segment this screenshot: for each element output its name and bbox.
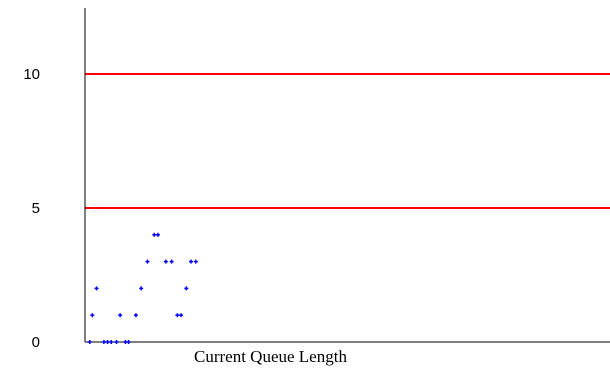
data-point: [179, 313, 183, 317]
data-points: [88, 233, 198, 344]
data-point: [189, 260, 193, 264]
data-point: [194, 260, 198, 264]
data-point: [90, 313, 94, 317]
data-point: [145, 260, 149, 264]
data-point: [170, 260, 174, 264]
y-tick-label-5: 5: [32, 200, 40, 217]
data-point: [118, 313, 122, 317]
data-point: [115, 340, 119, 344]
data-point: [139, 286, 143, 290]
data-point: [88, 340, 92, 344]
data-point: [175, 313, 179, 317]
data-point: [95, 286, 99, 290]
y-tick-labels: 0 5 10: [23, 66, 40, 351]
threshold-lines: [85, 74, 610, 208]
data-point: [152, 233, 156, 237]
data-point: [127, 340, 131, 344]
data-point: [156, 233, 160, 237]
y-tick-label-0: 0: [32, 334, 40, 351]
x-axis-label: Current Queue Length: [194, 347, 347, 366]
data-point: [184, 286, 188, 290]
data-point: [102, 340, 106, 344]
data-point: [109, 340, 113, 344]
data-point: [134, 313, 138, 317]
y-tick-label-10: 10: [23, 66, 40, 83]
data-point: [164, 260, 168, 264]
data-point: [106, 340, 110, 344]
